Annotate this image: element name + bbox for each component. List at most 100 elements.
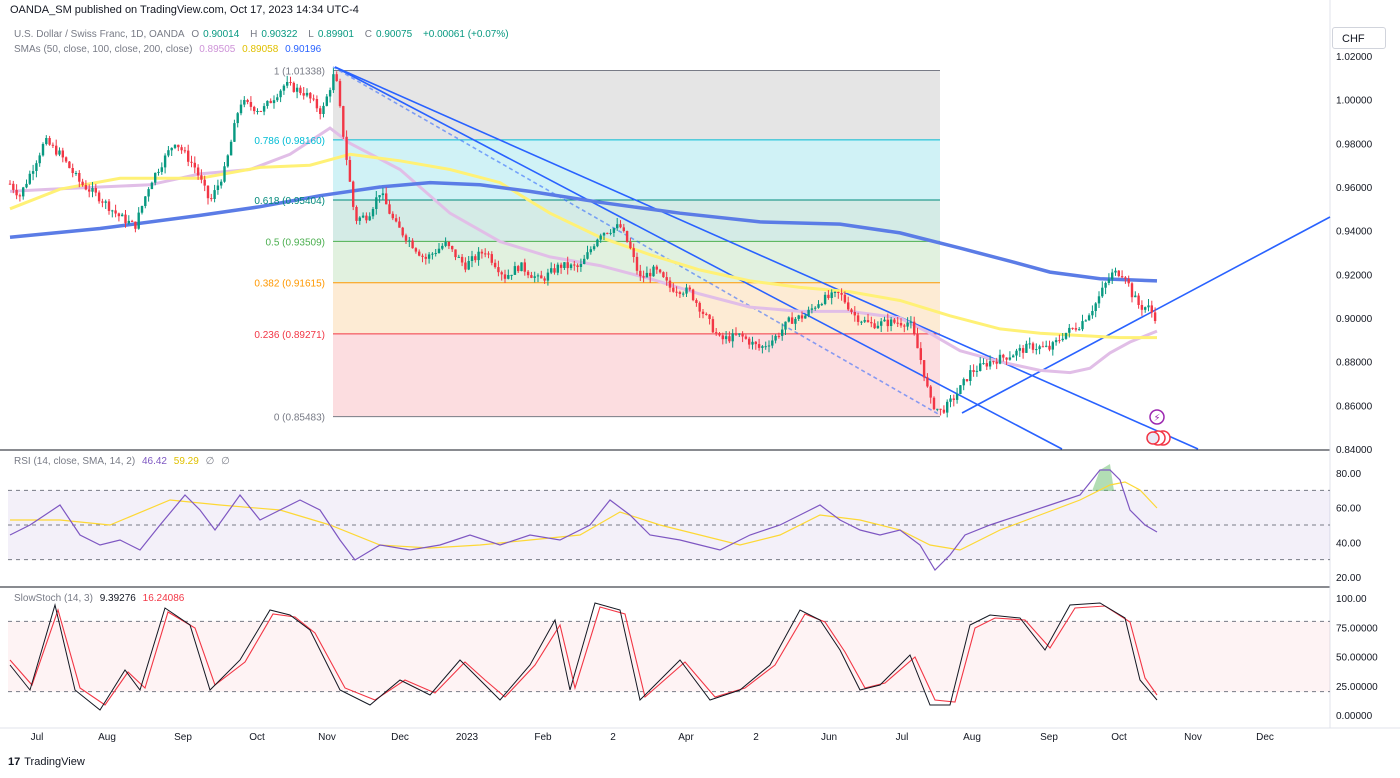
us-flag-icon bbox=[1146, 431, 1160, 445]
candle-body bbox=[843, 294, 847, 303]
candle-body bbox=[177, 144, 180, 148]
time-tick: Jul bbox=[31, 732, 44, 743]
candle-body bbox=[124, 214, 127, 224]
candle-body bbox=[573, 264, 576, 266]
candle-body bbox=[368, 216, 371, 221]
candle-body bbox=[355, 207, 358, 221]
stoch-band bbox=[8, 621, 1330, 692]
candle-body bbox=[190, 161, 193, 163]
candle-body bbox=[711, 319, 715, 333]
stoch-tick: 50.00000 bbox=[1336, 653, 1378, 664]
candle-body bbox=[906, 322, 909, 327]
candle-body bbox=[1084, 320, 1087, 322]
candle-body bbox=[203, 179, 206, 186]
candle-body bbox=[130, 220, 134, 222]
candle-body bbox=[731, 333, 734, 342]
event-markers[interactable]: ⚡ bbox=[1146, 409, 1171, 446]
candle-body bbox=[484, 253, 487, 255]
candle-body bbox=[1153, 312, 1157, 321]
currency-button[interactable]: CHF bbox=[1332, 27, 1386, 49]
candle-body bbox=[563, 262, 566, 268]
time-tick: 2 bbox=[610, 732, 616, 743]
candle-body bbox=[543, 278, 546, 281]
candle-body bbox=[1114, 270, 1117, 273]
candle-body bbox=[1021, 348, 1025, 353]
candle-body bbox=[335, 74, 338, 82]
price-tick: 0.92000 bbox=[1336, 270, 1373, 281]
candle-body bbox=[78, 173, 81, 182]
candle-body bbox=[114, 210, 117, 214]
rsi-tick: 40.00 bbox=[1336, 538, 1361, 549]
candle-body bbox=[292, 82, 295, 92]
candle-body bbox=[771, 340, 774, 346]
candle-body bbox=[652, 266, 655, 277]
fibonacci-labels: 1 (1.01338) 0.786 (0.98160) 0.618 (0.95404… bbox=[254, 66, 325, 423]
candle-body bbox=[583, 258, 586, 264]
candle-body bbox=[715, 332, 718, 334]
candle-body bbox=[827, 294, 830, 298]
candle-body bbox=[764, 346, 767, 348]
candle-body bbox=[500, 272, 503, 275]
candle-body bbox=[757, 344, 761, 348]
candle-body bbox=[249, 102, 253, 107]
candle-body bbox=[784, 321, 787, 330]
candle-body bbox=[840, 293, 843, 295]
candle-body bbox=[1074, 328, 1078, 330]
candle-body bbox=[279, 90, 282, 98]
time-tick: Dec bbox=[1256, 732, 1274, 743]
candle-body bbox=[566, 262, 569, 269]
candle-body bbox=[477, 251, 480, 261]
candle-body bbox=[1107, 279, 1111, 283]
candle-body bbox=[431, 253, 434, 255]
candle-body bbox=[592, 246, 596, 250]
candle-body bbox=[880, 321, 883, 326]
candle-body bbox=[619, 224, 622, 228]
candle-body bbox=[388, 204, 391, 214]
candle-body bbox=[688, 287, 691, 290]
candle-body bbox=[220, 181, 223, 186]
trendline bbox=[961, 216, 1331, 414]
candle-body bbox=[154, 172, 157, 183]
candle-body bbox=[1058, 340, 1061, 342]
candle-body bbox=[530, 275, 533, 278]
candle-body bbox=[748, 338, 751, 345]
candle-body bbox=[830, 292, 833, 298]
candle-body bbox=[1051, 342, 1054, 350]
rsi-ma-value: 59.29 bbox=[173, 456, 199, 467]
candle-body bbox=[1091, 311, 1094, 316]
candle-body bbox=[460, 256, 464, 263]
candle-body bbox=[210, 198, 213, 200]
candle-body bbox=[216, 185, 220, 190]
time-tick: 2023 bbox=[456, 732, 479, 743]
candle-body bbox=[1061, 338, 1064, 341]
ohlc-high: H 0.90322 bbox=[250, 29, 298, 40]
trendlines[interactable] bbox=[332, 66, 1331, 450]
candle-body bbox=[25, 183, 28, 188]
candle-body bbox=[724, 336, 728, 340]
candle-body bbox=[58, 150, 61, 155]
candle-body bbox=[18, 195, 22, 197]
candle-body bbox=[675, 291, 678, 293]
time-tick: Jun bbox=[821, 732, 837, 743]
candle-body bbox=[1038, 346, 1041, 350]
candle-body bbox=[998, 354, 1002, 364]
candle-body bbox=[1031, 343, 1035, 350]
candle-body bbox=[949, 398, 952, 402]
candle-body bbox=[295, 87, 299, 92]
candle-body bbox=[117, 213, 121, 217]
candle-body bbox=[678, 292, 682, 294]
lightning-event-icon bbox=[1149, 409, 1165, 425]
trendline bbox=[332, 66, 941, 416]
candle-body bbox=[474, 256, 477, 261]
candle-body bbox=[140, 206, 144, 213]
candle-body bbox=[936, 408, 939, 410]
candle-body bbox=[899, 323, 903, 326]
candle-body bbox=[1002, 354, 1005, 358]
tradingview-logo-icon: 17 bbox=[8, 756, 21, 768]
candle-body bbox=[457, 256, 460, 258]
time-tick: Oct bbox=[249, 732, 265, 743]
candle-body bbox=[312, 98, 315, 100]
fib-level-label: 0 (0.85483) bbox=[274, 413, 325, 424]
tradingview-footer[interactable]: 17 TradingView bbox=[8, 756, 85, 768]
